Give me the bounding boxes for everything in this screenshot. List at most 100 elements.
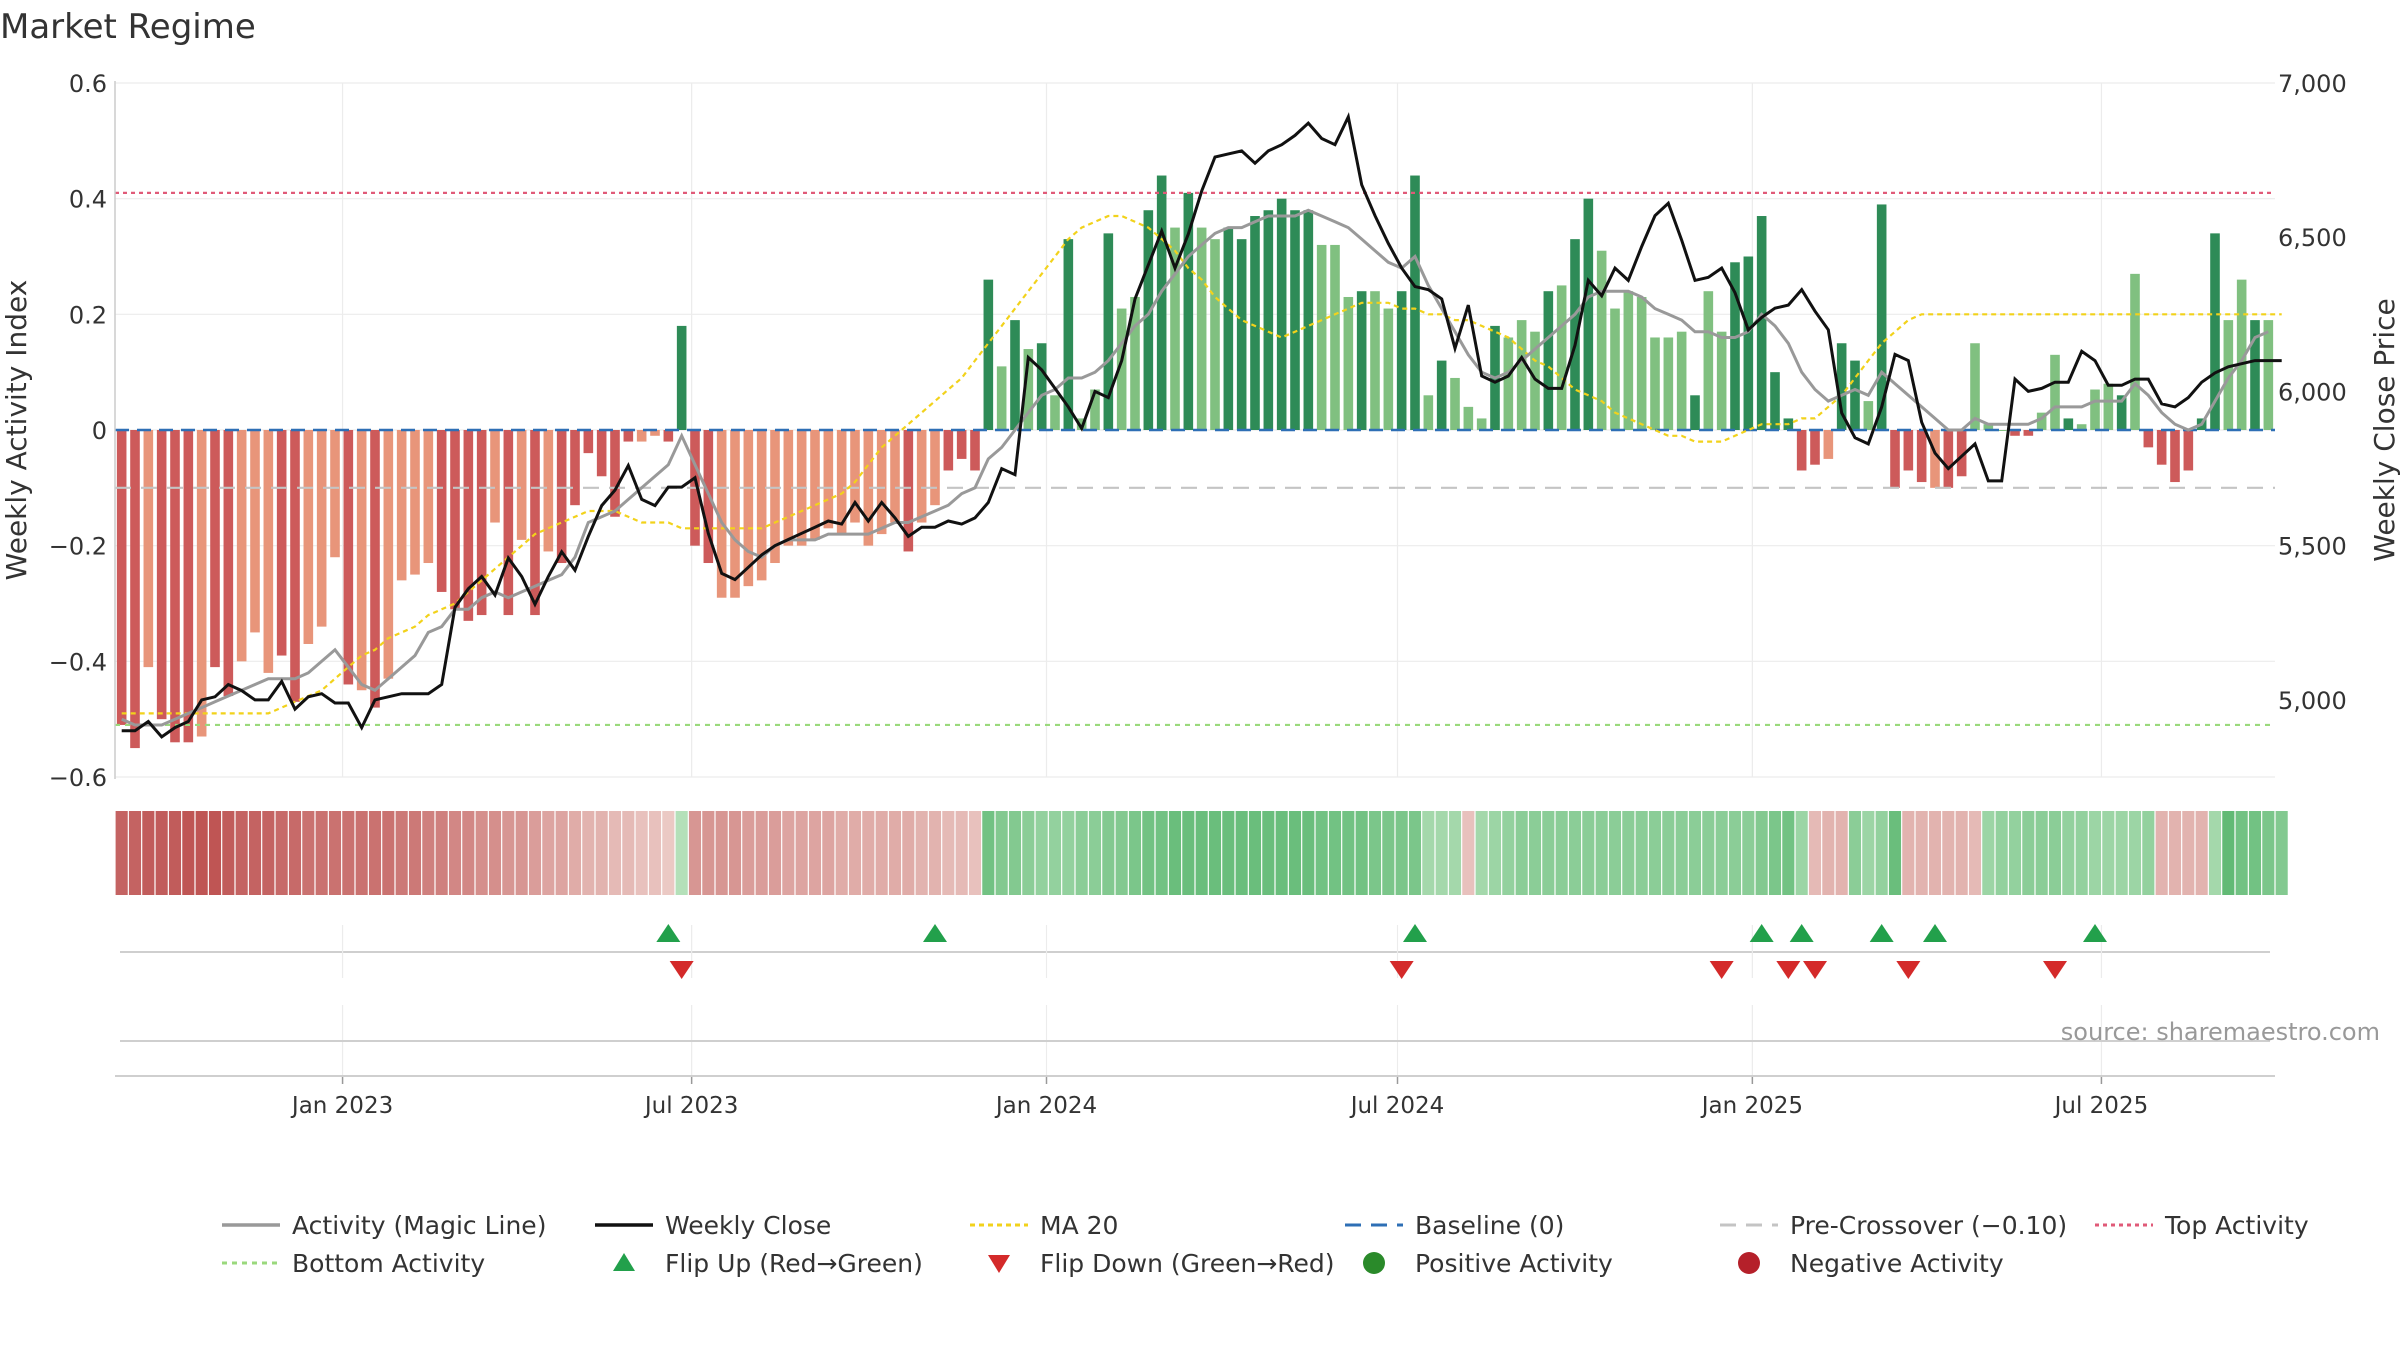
activity-bar xyxy=(1570,239,1580,430)
activity-bar xyxy=(1676,331,1687,430)
regime-cell xyxy=(1115,811,1128,895)
legend-item: Weekly Close xyxy=(595,1211,831,1240)
regime-cell xyxy=(2262,811,2275,895)
regime-cell xyxy=(2048,811,2062,895)
regime-cell xyxy=(1768,811,1782,895)
regime-cell xyxy=(155,811,168,895)
regime-cell xyxy=(475,811,488,895)
legend-item: Bottom Activity xyxy=(222,1249,485,1278)
activity-bar xyxy=(2076,424,2087,430)
legend-label: Pre-Crossover (−0.10) xyxy=(1790,1211,2067,1240)
activity-bar xyxy=(490,430,500,523)
activity-bar xyxy=(1023,349,1034,430)
right-tick-label: 7,000 xyxy=(2278,70,2347,98)
activity-bar xyxy=(1503,337,1514,430)
activity-bar xyxy=(2063,418,2074,430)
regime-cell xyxy=(1608,811,1622,895)
regime-cell xyxy=(115,811,128,895)
regime-cell xyxy=(1942,811,1955,895)
activity-bar xyxy=(2223,320,2234,430)
regime-cell xyxy=(528,811,542,895)
regime-cell xyxy=(2035,811,2048,895)
x-tick-label: Jan 2024 xyxy=(994,1093,1097,1119)
regime-cell xyxy=(942,811,955,895)
activity-bar xyxy=(303,430,314,644)
activity-bar xyxy=(1103,233,1114,430)
regime-cell xyxy=(1808,811,1822,895)
activity-bar xyxy=(1610,308,1620,430)
activity-bar xyxy=(810,430,820,540)
regime-cell xyxy=(1315,811,1328,895)
legend-item: Positive Activity xyxy=(1363,1249,1613,1278)
regime-cell xyxy=(1555,811,1568,895)
regime-cell xyxy=(1742,811,1755,895)
regime-cell xyxy=(1502,811,1515,895)
regime-cell xyxy=(542,811,555,895)
activity-bar xyxy=(1810,430,1820,465)
activity-bar xyxy=(2143,430,2154,448)
legend-swatch xyxy=(988,1255,1010,1273)
legend-item: Negative Activity xyxy=(1738,1249,2004,1278)
activity-bar xyxy=(1463,406,1474,430)
activity-bar xyxy=(2010,430,2020,436)
regime-cell xyxy=(1142,811,1155,895)
activity-bar xyxy=(1850,360,1860,430)
activity-bar xyxy=(1543,291,1554,430)
regime-cell xyxy=(1648,811,1662,895)
regime-cell xyxy=(662,811,675,895)
activity-bar xyxy=(410,430,420,575)
activity-bar xyxy=(1903,430,1914,471)
activity-bar xyxy=(916,430,927,523)
legend-item: Top Activity xyxy=(2095,1211,2309,1240)
activity-bar xyxy=(983,279,994,430)
activity-bar xyxy=(2023,430,2034,436)
regime-cell xyxy=(2062,811,2075,895)
left-axis-label: Weekly Activity Index xyxy=(0,280,33,581)
regime-cell xyxy=(1755,811,1768,895)
regime-cell xyxy=(1528,811,1542,895)
regime-cell xyxy=(2195,811,2208,895)
regime-cell xyxy=(1728,811,1742,895)
regime-cell xyxy=(755,811,768,895)
regime-cell xyxy=(1702,811,1715,895)
activity-magic-line xyxy=(121,208,2269,727)
regime-cell xyxy=(782,811,795,895)
left-tick-label: 0.4 xyxy=(69,186,107,214)
regime-cell xyxy=(462,811,475,895)
activity-bar xyxy=(1183,192,1194,430)
activity-bar xyxy=(1796,430,1807,471)
activity-bar xyxy=(130,430,140,749)
activity-bar xyxy=(1770,372,1780,430)
regime-cell xyxy=(1875,811,1888,895)
flip-down-marker xyxy=(1776,961,1801,979)
activity-bar xyxy=(770,430,780,564)
regime-cell xyxy=(1328,811,1342,895)
activity-bar xyxy=(503,430,514,616)
regime-cell xyxy=(2168,811,2182,895)
activity-bar xyxy=(2156,430,2167,465)
regime-cell xyxy=(1848,811,1862,895)
regime-cell xyxy=(2182,811,2195,895)
activity-bar xyxy=(1650,337,1660,430)
regime-cell xyxy=(1048,811,1062,895)
regime-cell xyxy=(515,811,528,895)
legend-item: Flip Up (Red→Green) xyxy=(613,1249,923,1278)
bottom-panel: Jan 2023 Jul 2023 Jan 2024 Jul 2024 Jan 2025… xyxy=(115,1005,2275,1119)
regime-cell xyxy=(1595,811,1608,895)
activity-bar xyxy=(236,430,247,662)
regime-cell xyxy=(1408,811,1422,895)
activity-bar xyxy=(730,430,740,598)
regime-cell xyxy=(2275,811,2288,895)
regime-cell xyxy=(582,811,595,895)
activity-bar xyxy=(183,430,194,743)
activity-bars xyxy=(116,175,2274,749)
regime-cell xyxy=(1062,811,1075,895)
activity-bar xyxy=(2090,389,2100,430)
activity-bar xyxy=(143,430,154,668)
legend-label: Flip Down (Green→Red) xyxy=(1040,1249,1335,1278)
activity-bar xyxy=(1090,389,1100,430)
activity-bar xyxy=(276,430,287,656)
regime-cell xyxy=(1888,811,1902,895)
regime-cell xyxy=(288,811,302,895)
